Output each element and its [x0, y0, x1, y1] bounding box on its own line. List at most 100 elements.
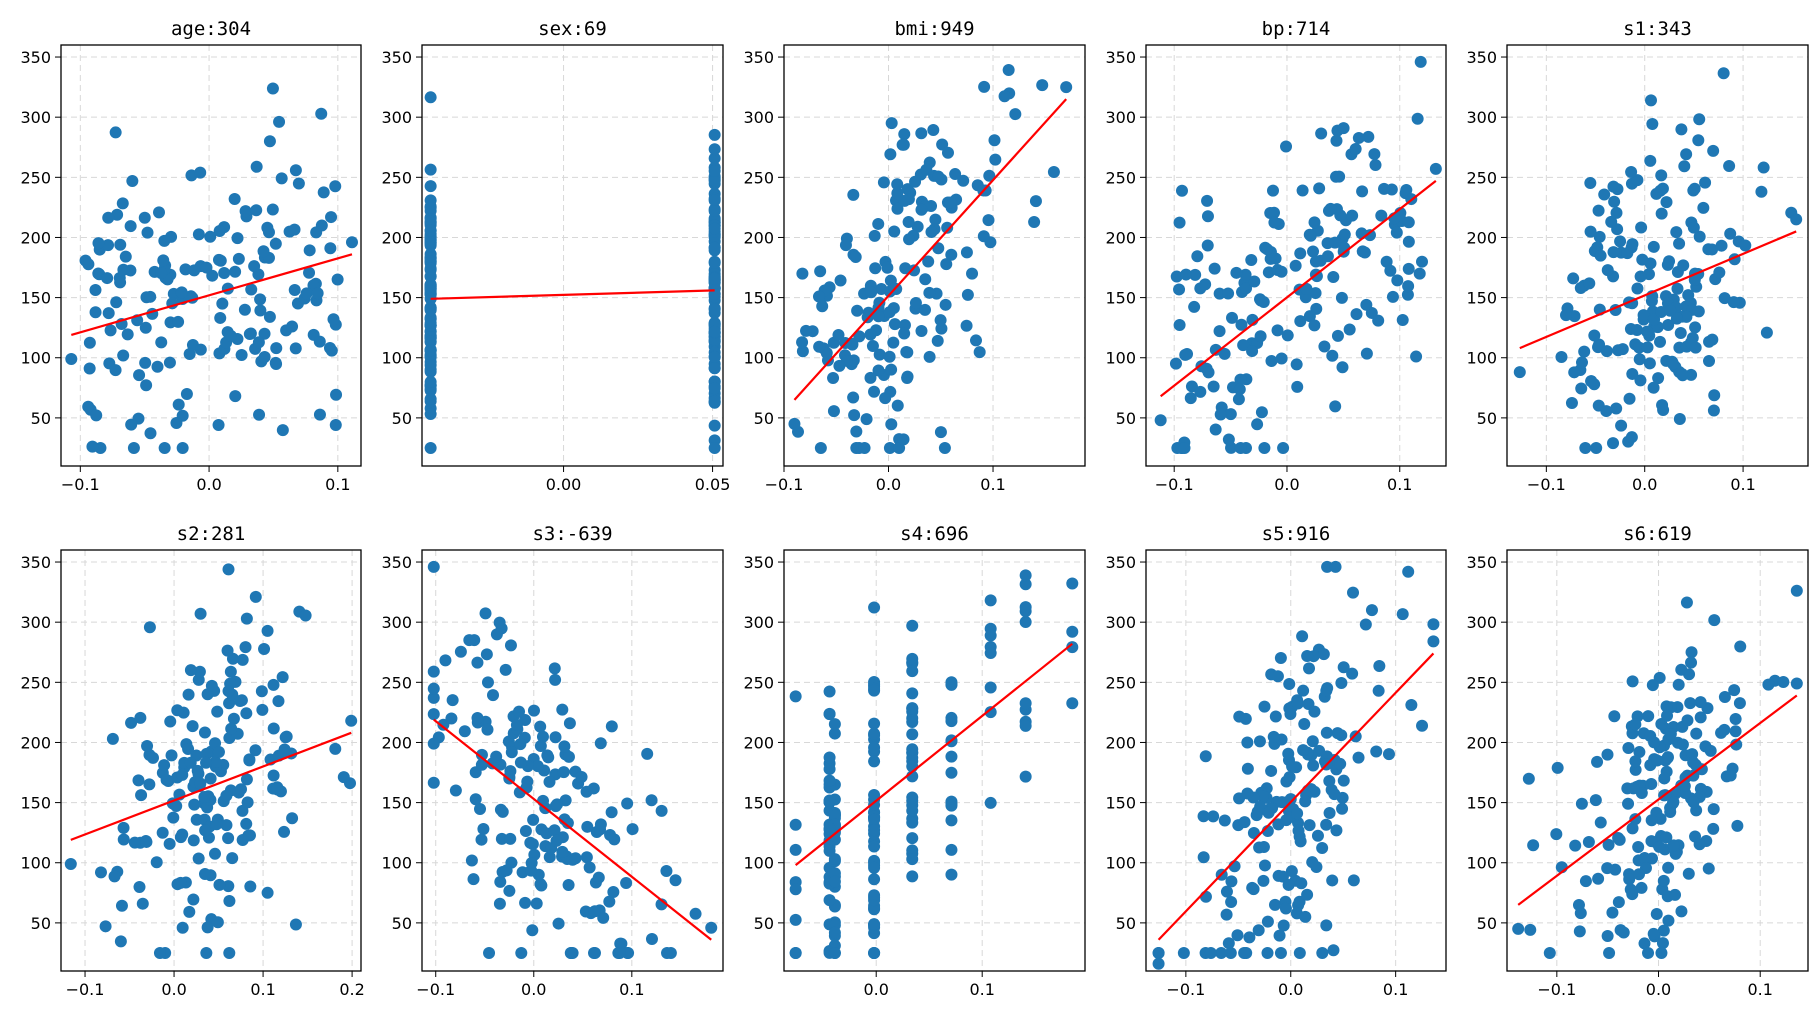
data-point: [1356, 185, 1369, 198]
data-point: [903, 233, 916, 246]
x-tick-label: 0.0: [876, 475, 901, 494]
data-point: [1152, 946, 1165, 959]
data-point: [833, 359, 846, 372]
data-point: [868, 601, 881, 614]
data-point: [1258, 859, 1271, 872]
data-point: [823, 708, 836, 721]
data-point: [1654, 812, 1667, 825]
y-tick-label: 50: [31, 914, 51, 933]
data-point: [1734, 640, 1747, 653]
data-point: [1199, 750, 1212, 763]
y-tick-label: 250: [20, 168, 51, 187]
data-point: [192, 852, 205, 865]
data-point: [258, 327, 271, 340]
data-point: [902, 216, 915, 229]
scatter-points: [1154, 55, 1442, 454]
data-point: [289, 342, 302, 355]
data-point: [158, 234, 171, 247]
data-point: [906, 870, 919, 883]
data-point: [868, 385, 881, 398]
data-point: [1224, 946, 1237, 959]
y-tick-label: 300: [20, 108, 51, 127]
data-point: [454, 645, 467, 658]
data-point: [1675, 663, 1688, 676]
data-point: [1731, 819, 1744, 832]
data-point: [1320, 684, 1333, 697]
data-point: [109, 364, 122, 377]
data-point: [424, 262, 437, 275]
data-point: [1346, 667, 1359, 680]
y-tick-label: 150: [1105, 289, 1136, 308]
data-point: [89, 283, 102, 296]
data-point: [597, 911, 610, 924]
data-point: [1662, 914, 1675, 927]
data-point: [331, 273, 344, 286]
data-point: [223, 894, 236, 907]
data-point: [487, 689, 500, 702]
data-point: [1213, 325, 1226, 338]
data-point: [141, 739, 154, 752]
data-point: [1673, 237, 1686, 250]
y-tick-label: 150: [20, 289, 51, 308]
data-point: [868, 946, 881, 959]
data-point: [1251, 418, 1264, 431]
data-point: [1308, 216, 1321, 229]
data-point: [1380, 255, 1393, 268]
data-point: [186, 720, 199, 733]
data-point: [621, 797, 634, 810]
regression-line: [794, 642, 1073, 867]
data-point: [272, 695, 285, 708]
scatter-points: [788, 63, 1073, 454]
data-point: [241, 796, 254, 809]
data-point: [1253, 841, 1266, 854]
data-point: [1647, 927, 1660, 940]
data-point: [1201, 239, 1214, 252]
data-point: [1233, 383, 1246, 396]
data-point: [1402, 262, 1415, 275]
data-point: [552, 917, 565, 930]
data-point: [562, 878, 575, 891]
data-point: [588, 905, 601, 918]
data-point: [1708, 614, 1721, 627]
data-point: [800, 324, 813, 337]
data-point: [1633, 353, 1646, 366]
data-point: [1289, 259, 1302, 272]
data-point: [1650, 908, 1663, 921]
data-point: [1757, 161, 1770, 174]
data-point: [1271, 324, 1284, 337]
data-point: [198, 791, 211, 804]
data-point: [1678, 160, 1691, 173]
data-point: [469, 793, 482, 806]
data-point: [906, 853, 919, 866]
data-point: [592, 871, 605, 884]
data-point: [868, 918, 881, 931]
data-point: [669, 874, 682, 887]
data-point: [1573, 925, 1586, 938]
data-point: [1235, 318, 1248, 331]
data-point: [879, 392, 892, 405]
data-point: [106, 732, 119, 745]
data-point: [1671, 282, 1684, 295]
data-point: [984, 647, 997, 660]
data-point: [139, 356, 152, 369]
subplot-title: s4:696: [900, 523, 969, 545]
data-point: [144, 427, 157, 440]
data-point: [158, 441, 171, 454]
data-point: [1662, 318, 1675, 331]
data-point: [1584, 177, 1597, 190]
y-tick-label: 50: [31, 409, 51, 428]
data-point: [551, 798, 564, 811]
data-point: [463, 634, 476, 647]
data-point: [1603, 946, 1616, 959]
data-point: [1634, 374, 1647, 387]
data-point: [1290, 358, 1303, 371]
data-point: [588, 946, 601, 959]
data-point: [1323, 807, 1336, 820]
data-point: [1645, 814, 1658, 827]
data-point: [594, 737, 607, 750]
subplot-1: −0.1 0.0 0.1 50 100 150 200 250 300 350 age:304: [20, 18, 362, 494]
data-point: [848, 409, 861, 422]
y-tick-label: 250: [1105, 168, 1136, 187]
data-point: [327, 313, 340, 326]
regression-line: [70, 253, 353, 336]
